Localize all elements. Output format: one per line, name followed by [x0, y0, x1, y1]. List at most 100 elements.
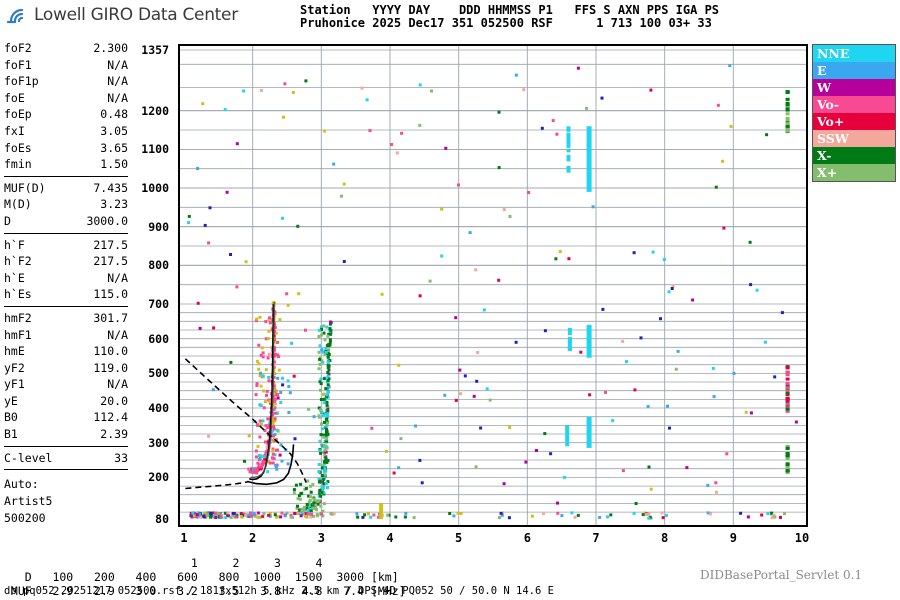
param-group-virtual-heights: h`F 217.5 h`F2 217.5 h`E N/A h`Es 115.0	[4, 237, 128, 303]
y-axis-tick-label: 1357	[141, 43, 169, 57]
param-value: N/A	[107, 57, 128, 72]
divider	[4, 445, 128, 447]
header-columns: Station YYYY DAY DDD HHMMSS P1 FFS S AXN…	[300, 3, 720, 17]
param-key: yF1	[4, 377, 25, 392]
param-row: hmF1 N/A	[4, 327, 128, 344]
logo-text: Lowell GIRO Data Center	[34, 5, 238, 25]
y-axis-tick-label: 400	[148, 401, 169, 416]
param-key: fmin	[4, 157, 32, 172]
param-key: B0	[4, 410, 18, 425]
param-value: 2.39	[100, 427, 128, 442]
param-value: 7.435	[93, 180, 128, 195]
y-axis-tick-label: 200	[148, 470, 169, 485]
param-row: fmin 1.50	[4, 156, 128, 173]
param-row: fxI 3.05	[4, 123, 128, 140]
y-axis-tick-label: 600	[148, 331, 169, 346]
param-key: fxI	[4, 123, 25, 138]
param-key: C-level	[4, 450, 53, 465]
param-key: foF1	[4, 57, 32, 72]
param-row: foEp 0.48	[4, 106, 128, 123]
param-row: foF2 2.300	[4, 40, 128, 57]
wave-arc-icon	[6, 5, 32, 25]
param-key: yF2	[4, 360, 25, 375]
y-axis-tick-label: 800	[148, 258, 169, 273]
legend-item-x[interactable]: X-	[813, 147, 895, 164]
legend-item-label: X-	[817, 148, 832, 163]
param-row: h`Es 115.0	[4, 286, 128, 303]
param-value: 301.7	[93, 310, 128, 325]
legend-item-vo[interactable]: Vo-	[813, 96, 895, 113]
muf-row: MUF 2.9 2.9 3.0 3.2 3.5 3.8 4.8 7.4 [MHz…	[4, 584, 406, 598]
legend-item-w[interactable]: W	[813, 79, 895, 96]
param-value: 115.0	[93, 287, 128, 302]
param-value: N/A	[107, 74, 128, 89]
param-key: h`F2	[4, 254, 32, 269]
legend-item-label: NNE	[817, 46, 850, 61]
param-value: N/A	[107, 270, 128, 285]
param-row: foEs 3.65	[4, 140, 128, 157]
param-key: h`F	[4, 237, 25, 252]
x-axis-tick-label: 2	[249, 531, 257, 545]
x-axis-tick-label: 1	[180, 531, 188, 545]
legend-item-x[interactable]: X+	[813, 164, 895, 181]
distance-muf-scale: 1 2 3 4 D 100 200 400 600 800 1000 1500 …	[4, 556, 406, 598]
x-axis-tick-label: 5	[455, 531, 463, 545]
param-key: foF2	[4, 41, 32, 55]
param-row: foF1 N/A	[4, 57, 128, 74]
param-row: h`E N/A	[4, 270, 128, 287]
param-value: 33	[114, 450, 128, 465]
param-value: 217.5	[93, 237, 128, 252]
param-value: 217.5	[93, 254, 128, 269]
param-value: N/A	[107, 377, 128, 392]
legend-item-label: X+	[817, 165, 838, 180]
x-axis: 1 2 3 4 5 6 7 8 9 10	[178, 531, 810, 549]
ionogram-plot[interactable]	[178, 44, 808, 527]
param-group-muf: MUF(D) 7.435 M(D) 3.23 D 3000.0	[4, 180, 128, 230]
param-row: hmE 110.0	[4, 343, 128, 360]
param-row: yF2 119.0	[4, 360, 128, 377]
param-key: hmE	[4, 344, 25, 359]
y-axis-tick-label: 700	[148, 297, 169, 311]
y-axis: 80 200 300 400 500 600 700 800 900 1000 1100 1200 13…	[128, 43, 174, 527]
param-value: 119.0	[93, 360, 128, 375]
legend-item-vo[interactable]: Vo+	[813, 113, 895, 130]
param-key: B1	[4, 427, 18, 442]
param-row: foE N/A	[4, 90, 128, 107]
legend-item-ssw[interactable]: SSW	[813, 130, 895, 147]
param-key: h`E	[4, 270, 25, 285]
legend-item-label: SSW	[817, 131, 849, 146]
param-row: yF1 N/A	[4, 376, 128, 393]
ionogram-canvas[interactable]	[180, 46, 806, 525]
param-row: MUF(D) 7.435	[4, 180, 128, 197]
y-axis-tick-label: 500	[148, 366, 169, 381]
param-key: MUF(D)	[4, 180, 46, 195]
autoscaler-info: Auto: Artist5 500200	[4, 476, 128, 527]
servlet-label: DIDBasePortal_Servlet 0.1	[700, 568, 863, 582]
legend-panel: NNE E W Vo- Vo+ SSW X- X+	[812, 44, 896, 182]
param-value: 3.23	[100, 197, 128, 212]
y-axis-tick-label: 300	[148, 435, 169, 450]
param-value: 112.4	[93, 410, 128, 425]
parameter-panel: foF2 2.300 foF1 N/A foF1p N/A foE N/A foEp 0.…	[4, 40, 128, 527]
legend-item-label: E	[817, 63, 827, 78]
param-key: foEs	[4, 140, 32, 155]
x-axis-tick-label: 10	[794, 531, 810, 545]
legend-item-label: W	[817, 80, 832, 95]
param-value: 20.0	[100, 393, 128, 408]
param-row: h`F2 217.5	[4, 253, 128, 270]
y-axis-tick-label: 1100	[141, 142, 169, 157]
footer-text: db pq052 20251217 052500.rsf / 181fx512h…	[4, 585, 554, 597]
param-value: 0.48	[100, 107, 128, 122]
autoscaler-version: 500200	[4, 511, 46, 526]
divider	[4, 305, 128, 307]
x-axis-tick-label: 8	[661, 531, 669, 545]
param-key: yE	[4, 393, 18, 408]
param-key: foEp	[4, 107, 32, 122]
legend-item-nne[interactable]: NNE	[813, 45, 895, 62]
divider	[4, 469, 128, 471]
header-values: Pruhonice 2025 Dec17 351 052500 RSF 1 71…	[300, 16, 712, 30]
param-row: B1 2.39	[4, 426, 128, 443]
legend-item-e[interactable]: E	[813, 62, 895, 79]
param-row: C-level 33	[4, 450, 128, 467]
x-axis-tick-label: 6	[523, 531, 531, 545]
